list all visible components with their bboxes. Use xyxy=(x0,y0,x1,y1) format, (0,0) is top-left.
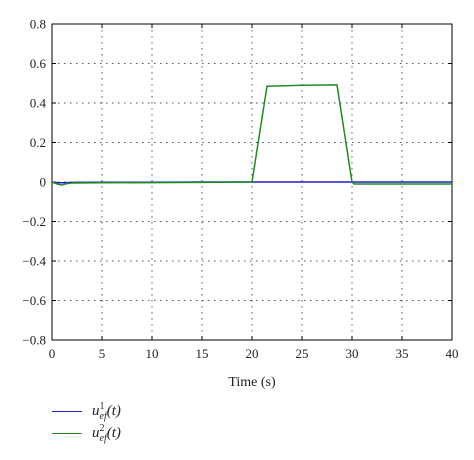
x-tick-label: 25 xyxy=(296,346,309,361)
y-tick-label: 0.6 xyxy=(30,56,47,71)
series xyxy=(51,84,452,186)
ticks: 0 5 10 15 20 25 30 35 40 −0.8 −0.6 −0.4 −0.2 0 0.2 0.4 0… xyxy=(22,17,458,362)
legend-swatch-2 xyxy=(52,432,82,434)
y-tick-label: 0.8 xyxy=(30,17,46,32)
y-tick-label: −0.6 xyxy=(22,293,46,308)
legend-label-2: u2ef(t) xyxy=(92,422,121,444)
x-tick-label: 15 xyxy=(196,346,209,361)
x-tick-label: 5 xyxy=(99,346,106,361)
x-tick-label: 40 xyxy=(446,346,459,361)
x-tick-label: 10 xyxy=(146,346,159,361)
x-tick-label: 35 xyxy=(396,346,409,361)
y-tick-label: 0 xyxy=(40,175,47,190)
series-line-2 xyxy=(51,84,452,186)
chart: 0 5 10 15 20 25 30 35 40 −0.8 −0.6 −0.4 −0.2 0 0.2 0.4 0… xyxy=(22,17,458,391)
y-tick-label: −0.8 xyxy=(22,333,46,348)
x-tick-label: 20 xyxy=(246,346,259,361)
x-axis-label: Time (s) xyxy=(228,375,276,390)
y-tick-label: −0.2 xyxy=(22,214,46,229)
x-tick-label: 0 xyxy=(49,346,56,361)
legend-label-1: u1ef(t) xyxy=(92,400,121,422)
legend-item-1: u1ef(t) xyxy=(52,400,121,422)
legend-swatch-1 xyxy=(52,410,82,412)
y-tick-label: 0.4 xyxy=(30,96,47,111)
y-tick-label: 0.2 xyxy=(30,135,46,150)
legend-item-2: u2ef(t) xyxy=(52,422,121,444)
legend: u1ef(t) u2ef(t) xyxy=(52,400,121,444)
x-tick-label: 30 xyxy=(346,346,359,361)
y-tick-label: −0.4 xyxy=(22,254,46,269)
